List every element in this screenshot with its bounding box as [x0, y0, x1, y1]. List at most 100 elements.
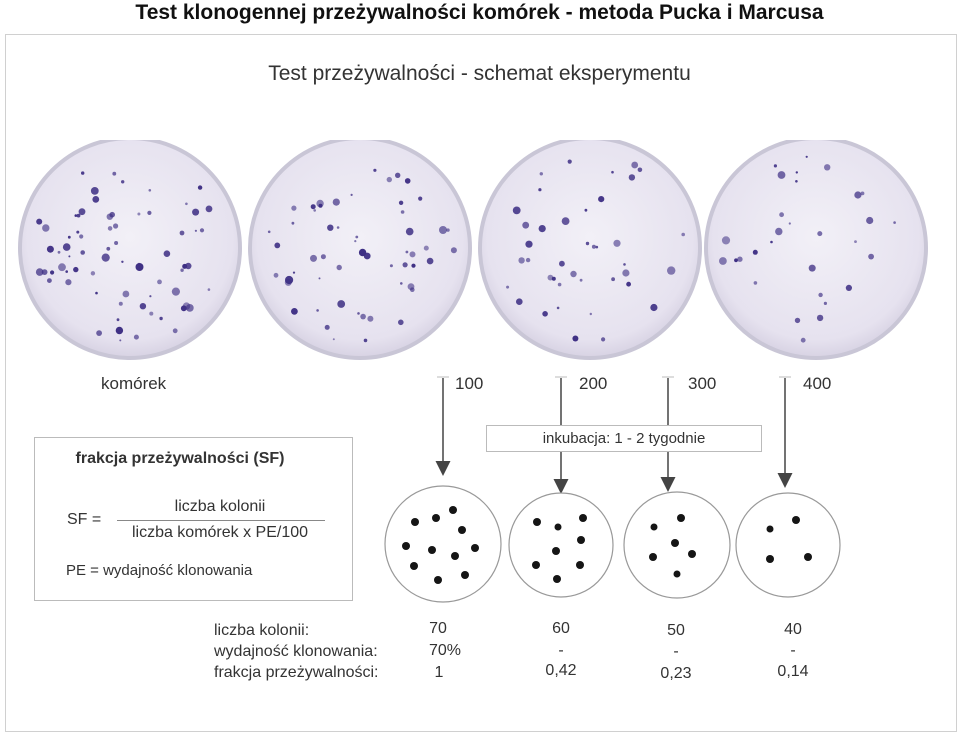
- photo-colony: [779, 212, 784, 218]
- photo-colony: [567, 159, 572, 164]
- photo-colony: [95, 291, 98, 295]
- photo-colony: [418, 196, 423, 201]
- photo-colony: [205, 205, 213, 213]
- photo-colony: [579, 278, 583, 282]
- photo-colony: [866, 216, 874, 225]
- photo-colony: [360, 313, 366, 320]
- photo-colony: [112, 171, 117, 176]
- petri-dish-photo-4: [704, 140, 928, 360]
- photo-colony: [795, 171, 798, 174]
- photo-colony: [291, 205, 297, 211]
- photo-colony: [76, 230, 80, 234]
- schematic-plate-1: [384, 485, 502, 603]
- photo-colony: [324, 324, 330, 330]
- photo-colony: [556, 306, 560, 310]
- photo-colony: [192, 208, 200, 216]
- photo-colony: [35, 268, 44, 276]
- photo-colony: [613, 239, 621, 247]
- photo-colony: [148, 189, 152, 192]
- photo-colony: [57, 250, 61, 254]
- photo-colony: [626, 281, 631, 287]
- photo-colony: [681, 232, 685, 237]
- photo-colony: [845, 284, 853, 291]
- photo-colony: [291, 308, 298, 315]
- photo-colony: [868, 253, 874, 260]
- schematic-plate-4: [735, 492, 841, 598]
- photo-colony: [316, 309, 319, 312]
- col2-colonies: 60: [552, 620, 570, 637]
- photo-colony: [737, 256, 743, 262]
- photo-colony: [157, 279, 162, 285]
- photo-colony: [817, 231, 823, 237]
- col2-pe: -: [558, 642, 564, 659]
- photo-colony: [65, 279, 72, 286]
- photo-colony: [389, 264, 393, 268]
- photo-colony: [172, 328, 178, 334]
- photo-colony: [770, 240, 773, 244]
- photo-colony: [589, 312, 592, 316]
- photo-colony: [777, 171, 786, 179]
- col3-sf: 0,23: [660, 665, 692, 682]
- photo-colony: [446, 228, 450, 232]
- photo-colony: [310, 254, 317, 262]
- photo-colony: [92, 196, 100, 203]
- photo-colony: [90, 271, 96, 276]
- photo-colony: [398, 200, 404, 205]
- photo-colony: [78, 208, 86, 216]
- photo-colony: [115, 326, 124, 335]
- photo-colony: [824, 164, 831, 171]
- photo-colony: [267, 230, 271, 234]
- sf-heading: frakcja przeżywalności (SF): [75, 450, 285, 467]
- photo-colony: [538, 225, 546, 233]
- photo-colony: [180, 305, 187, 312]
- photo-colony: [107, 226, 113, 231]
- photo-colony: [773, 164, 778, 168]
- photo-colony: [407, 283, 415, 290]
- photo-colony: [90, 187, 99, 195]
- incubation-box: inkubacja: 1 - 2 tygodnie: [486, 425, 762, 452]
- photo-colony: [400, 282, 403, 285]
- cells-label: komórek: [101, 374, 167, 393]
- col2-sf: 0,42: [545, 662, 577, 679]
- photo-colony: [313, 209, 317, 212]
- photo-colony: [439, 226, 447, 234]
- photo-colony: [818, 292, 823, 298]
- photo-colony: [106, 246, 111, 251]
- photo-colony: [386, 176, 392, 183]
- col3-colonies: 50: [667, 622, 685, 639]
- photo-colony: [721, 236, 731, 245]
- photo-colony: [291, 221, 295, 225]
- photo-colony: [42, 224, 50, 232]
- photo-colony: [402, 262, 408, 268]
- photo-colony: [854, 240, 857, 243]
- photo-colony: [273, 272, 279, 278]
- photo-colony: [622, 269, 630, 277]
- photo-colony: [623, 263, 626, 266]
- photo-colony: [316, 199, 324, 208]
- photo-colony: [355, 235, 359, 239]
- photo-colony: [518, 257, 525, 264]
- photo-colony: [47, 278, 52, 283]
- col1-colonies: 70: [429, 620, 447, 637]
- seeded-count-3: 300: [688, 374, 717, 393]
- photo-colony: [118, 301, 123, 306]
- photo-colony: [752, 249, 758, 255]
- photo-colony: [357, 312, 360, 315]
- col1-pe: 70%: [428, 642, 462, 659]
- photo-colony: [274, 242, 281, 249]
- photo-colony: [559, 260, 565, 267]
- photo-colony: [46, 245, 54, 253]
- schematic-plate-2: [508, 492, 614, 598]
- photo-colony: [611, 170, 614, 174]
- photo-colony: [753, 281, 758, 285]
- photo-colony: [591, 244, 596, 249]
- photo-colony: [350, 193, 353, 196]
- photo-colony: [58, 263, 66, 272]
- photo-colony: [854, 191, 862, 199]
- photo-colony: [409, 251, 416, 258]
- photo-colony: [516, 298, 523, 305]
- photo-colony: [557, 282, 562, 287]
- photo-colony: [584, 208, 588, 212]
- row-label-survival-fraction: frakcja przeżywalności:: [214, 664, 379, 681]
- photo-colony: [80, 250, 85, 255]
